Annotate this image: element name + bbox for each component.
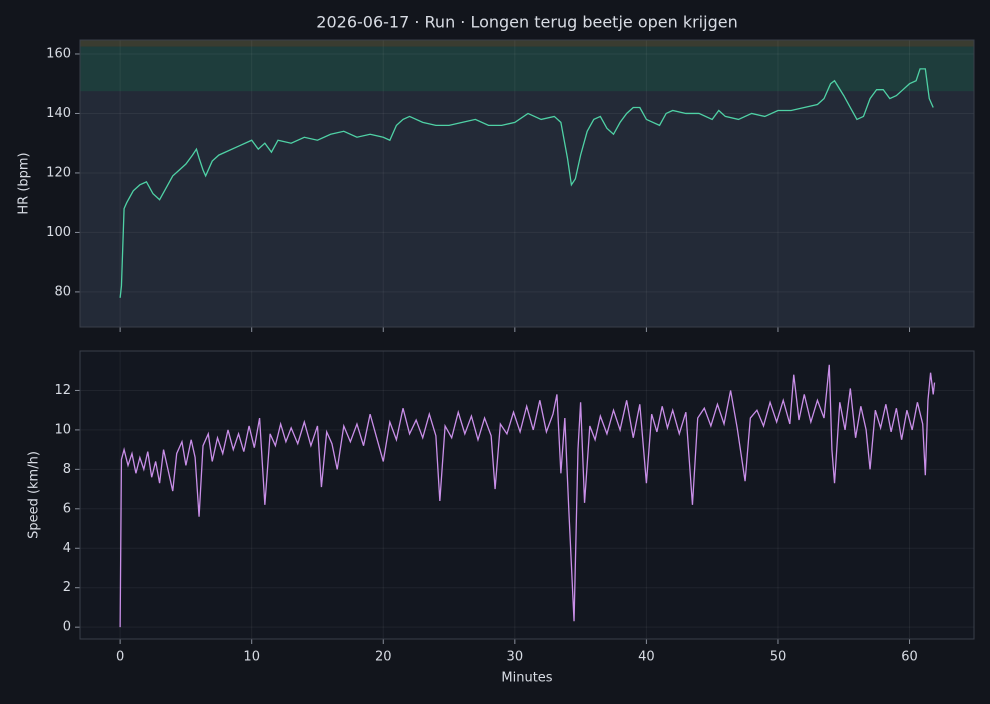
y-tick-label: 120 xyxy=(46,165,71,180)
y-tick-label: 2 xyxy=(63,580,71,595)
x-tick-label: 40 xyxy=(638,650,655,665)
x-tick-label: 0 xyxy=(116,650,124,665)
y-axis-label: Speed (km/h) xyxy=(27,451,42,539)
x-tick-label: 50 xyxy=(770,650,787,665)
y-tick-label: 6 xyxy=(63,501,71,516)
zone-band xyxy=(80,46,974,92)
y-tick-label: 100 xyxy=(46,225,71,240)
y-tick-label: 4 xyxy=(63,541,71,556)
data-line xyxy=(119,364,936,628)
plot-frame xyxy=(79,39,975,328)
plot-background xyxy=(80,351,974,639)
x-axis-label: Minutes xyxy=(501,671,552,686)
y-tick-label: 12 xyxy=(54,383,71,398)
chart-title: 2026-06-17 · Run · Longen terug beetje o… xyxy=(316,13,737,32)
data-line xyxy=(119,68,934,298)
x-tick-label: 60 xyxy=(901,650,918,665)
plot-area xyxy=(80,40,974,327)
y-tick-label: 80 xyxy=(54,284,71,299)
x-tick-label: 30 xyxy=(507,650,524,665)
y-tick-label: 8 xyxy=(63,462,71,477)
x-tick-label: 20 xyxy=(375,650,392,665)
plot-frame xyxy=(79,350,975,640)
zone-band xyxy=(80,40,974,47)
x-tick-label: 10 xyxy=(243,650,260,665)
y-tick-label: 160 xyxy=(46,46,71,61)
y-axis-label: HR (bpm) xyxy=(17,152,32,214)
y-tick-label: 10 xyxy=(54,422,71,437)
plot-area xyxy=(80,351,974,639)
y-tick-label: 0 xyxy=(63,620,71,635)
y-tick-label: 140 xyxy=(46,106,71,121)
